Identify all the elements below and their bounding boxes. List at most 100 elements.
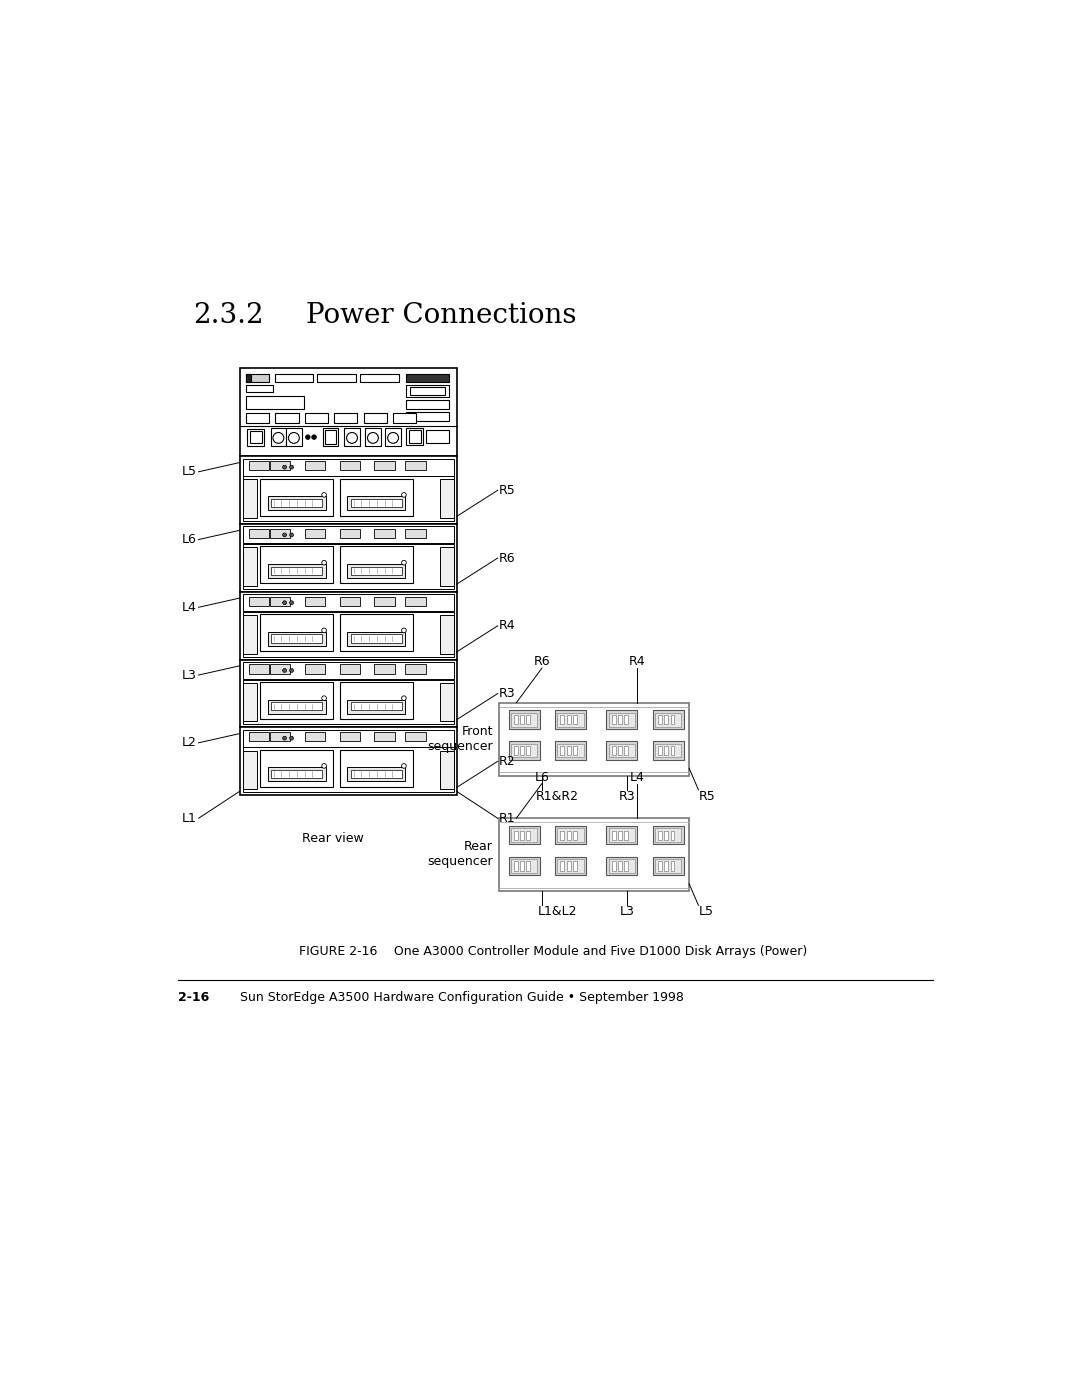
Bar — [339, 546, 414, 584]
Bar — [339, 615, 414, 651]
Text: R3: R3 — [619, 789, 635, 803]
Bar — [405, 732, 426, 742]
Bar — [351, 499, 402, 507]
Bar — [351, 567, 402, 576]
Bar — [270, 461, 291, 471]
Bar — [521, 715, 524, 725]
Bar — [410, 387, 445, 395]
Bar — [618, 862, 622, 870]
Text: Rear view: Rear view — [301, 833, 364, 845]
Text: R4: R4 — [499, 619, 516, 633]
Bar — [243, 612, 454, 657]
Bar — [671, 746, 674, 756]
Bar — [608, 859, 635, 873]
Bar — [351, 703, 402, 711]
Bar — [271, 567, 322, 576]
Bar — [268, 700, 326, 714]
Bar — [339, 529, 360, 538]
Text: R1: R1 — [499, 812, 516, 824]
Bar — [305, 665, 325, 673]
Bar — [664, 831, 669, 840]
Bar — [268, 767, 326, 781]
Bar — [243, 527, 454, 543]
Bar — [246, 374, 252, 381]
Bar — [557, 859, 583, 873]
Bar — [270, 597, 291, 606]
Bar — [555, 826, 586, 844]
Bar — [440, 683, 454, 721]
Bar — [339, 750, 414, 787]
Bar — [572, 831, 577, 840]
Bar — [499, 703, 689, 775]
Bar — [243, 548, 257, 585]
Bar — [260, 615, 334, 651]
Bar — [526, 715, 530, 725]
Bar — [652, 742, 684, 760]
Circle shape — [289, 465, 294, 469]
Bar — [555, 742, 586, 760]
Bar — [305, 412, 328, 422]
Text: 2-16: 2-16 — [177, 990, 208, 1004]
Bar — [624, 715, 627, 725]
Bar — [243, 750, 257, 789]
Text: R5: R5 — [499, 483, 516, 497]
Bar — [375, 665, 394, 673]
Bar — [405, 597, 426, 606]
Circle shape — [367, 433, 378, 443]
Circle shape — [402, 560, 406, 564]
Bar — [514, 862, 517, 870]
Bar — [509, 826, 540, 844]
Bar — [339, 461, 360, 471]
Circle shape — [402, 629, 406, 633]
Bar — [440, 615, 454, 654]
Bar — [557, 743, 583, 757]
Bar — [624, 746, 627, 756]
Bar — [268, 496, 326, 510]
Bar — [567, 862, 570, 870]
Bar — [405, 529, 426, 538]
Circle shape — [402, 764, 406, 768]
Bar — [664, 715, 669, 725]
Bar — [243, 479, 257, 518]
Bar — [658, 746, 662, 756]
Text: FIGURE 2-16  One A3000 Controller Module and Five D1000 Disk Arrays (Power): FIGURE 2-16 One A3000 Controller Module … — [299, 946, 808, 958]
Bar — [567, 831, 570, 840]
Bar — [572, 746, 577, 756]
Bar — [514, 715, 517, 725]
Circle shape — [283, 534, 286, 536]
Bar — [240, 367, 457, 457]
Bar — [243, 476, 454, 521]
Bar — [406, 427, 423, 444]
Bar — [606, 742, 637, 760]
Bar — [658, 715, 662, 725]
Bar — [243, 747, 454, 792]
Bar — [375, 732, 394, 742]
Bar — [511, 712, 537, 726]
Bar — [656, 828, 681, 842]
Circle shape — [283, 736, 286, 740]
Bar — [274, 374, 313, 381]
Text: R6: R6 — [499, 552, 516, 564]
Bar — [323, 427, 338, 447]
Bar — [268, 631, 326, 645]
Bar — [426, 430, 449, 443]
Bar — [664, 746, 669, 756]
Bar — [318, 374, 356, 381]
Bar — [351, 634, 402, 643]
Bar — [618, 715, 622, 725]
Bar — [656, 743, 681, 757]
Bar — [248, 665, 269, 673]
Bar — [243, 594, 454, 610]
Bar — [608, 828, 635, 842]
Bar — [611, 862, 616, 870]
Bar — [606, 856, 637, 876]
Bar — [348, 700, 405, 714]
Circle shape — [283, 465, 286, 469]
Bar — [526, 831, 530, 840]
Text: L1: L1 — [183, 812, 197, 824]
Text: L3: L3 — [620, 905, 635, 918]
Bar — [567, 715, 570, 725]
Text: R5: R5 — [699, 789, 715, 803]
Bar — [618, 831, 622, 840]
Text: Power Connections: Power Connections — [306, 302, 576, 330]
